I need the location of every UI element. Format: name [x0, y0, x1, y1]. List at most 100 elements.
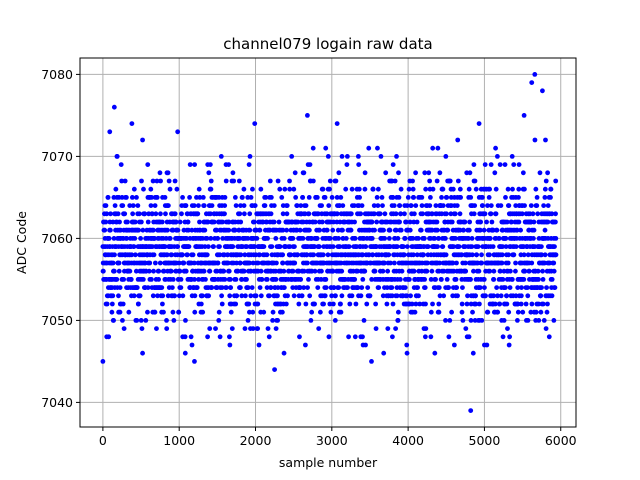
data-point: [111, 236, 117, 241]
data-point: [323, 145, 329, 151]
data-point: [413, 203, 419, 209]
data-point: [485, 309, 491, 315]
data-point: [505, 326, 510, 331]
data-point: [161, 309, 166, 315]
data-point: [435, 227, 440, 233]
x-tick-label: 4000: [392, 433, 424, 448]
data-point: [382, 211, 388, 217]
data-point: [466, 227, 472, 233]
data-point: [242, 252, 248, 258]
data-point: [109, 301, 115, 307]
data-point: [411, 268, 417, 274]
data-point: [463, 268, 469, 274]
data-point: [487, 236, 493, 241]
data-point: [412, 309, 418, 315]
data-point: [390, 162, 396, 168]
data-point: [189, 227, 195, 233]
data-point: [443, 154, 449, 159]
data-point: [372, 227, 377, 233]
data-point: [338, 260, 344, 266]
data-point: [482, 285, 487, 290]
data-point: [487, 252, 492, 258]
data-point: [227, 293, 233, 299]
data-point: [399, 268, 405, 274]
data-point: [337, 219, 343, 225]
data-point: [241, 211, 247, 217]
data-point: [275, 178, 281, 184]
data-point-outlier: [104, 334, 110, 340]
data-point: [450, 186, 456, 192]
data-point-outlier: [175, 129, 181, 135]
data-point: [274, 260, 279, 266]
data-point: [258, 186, 264, 192]
data-point: [258, 293, 264, 299]
data-point: [445, 227, 451, 233]
data-point: [103, 203, 109, 209]
data-point: [293, 195, 299, 200]
data-point: [390, 334, 395, 340]
data-point: [269, 244, 275, 250]
data-point: [117, 285, 123, 290]
data-point: [334, 211, 340, 217]
data-point: [532, 137, 538, 143]
data-point: [395, 318, 401, 323]
data-point: [449, 219, 455, 225]
data-point: [131, 186, 137, 192]
data-point: [253, 293, 259, 299]
data-point: [513, 203, 519, 209]
data-point: [126, 309, 132, 315]
data-point-outlier: [100, 359, 106, 364]
data-point: [162, 195, 168, 200]
data-point: [380, 268, 386, 274]
data-point: [464, 301, 470, 307]
data-point: [351, 203, 357, 209]
data-point: [515, 318, 520, 323]
data-point: [375, 203, 381, 209]
data-point: [526, 268, 532, 274]
data-point-outlier: [252, 121, 258, 126]
data-point: [543, 137, 548, 143]
data-point: [305, 260, 310, 266]
data-point: [300, 219, 306, 225]
data-point: [305, 285, 310, 290]
data-point: [150, 178, 156, 184]
data-point: [475, 244, 481, 250]
data-point: [290, 268, 296, 274]
data-point: [411, 252, 416, 258]
data-point: [436, 236, 442, 241]
data-point: [551, 260, 557, 266]
data-point: [404, 293, 410, 299]
data-point: [203, 277, 208, 282]
data-point: [241, 203, 247, 209]
data-point: [209, 203, 215, 209]
data-point: [519, 285, 524, 290]
data-point: [485, 203, 490, 209]
data-point: [489, 219, 495, 225]
data-point: [360, 252, 366, 258]
data-point: [384, 285, 390, 290]
data-point: [220, 219, 225, 225]
data-point: [327, 236, 333, 241]
data-point: [553, 219, 558, 225]
data-point: [434, 219, 440, 225]
data-point: [419, 203, 425, 209]
data-point: [363, 342, 368, 348]
data-point: [542, 186, 548, 192]
data-point: [127, 268, 133, 274]
data-point: [119, 195, 125, 200]
data-point: [393, 326, 399, 331]
data-point: [394, 154, 399, 159]
data-point: [233, 203, 239, 209]
data-point: [226, 227, 232, 233]
data-point: [177, 268, 183, 274]
data-point: [513, 293, 519, 299]
data-point: [170, 309, 176, 315]
data-point: [237, 236, 243, 241]
data-point: [529, 301, 535, 307]
data-point: [208, 236, 214, 241]
data-point: [339, 268, 345, 274]
data-point: [466, 236, 471, 241]
data-point: [239, 277, 245, 282]
data-point: [338, 309, 344, 315]
data-point: [100, 268, 106, 274]
